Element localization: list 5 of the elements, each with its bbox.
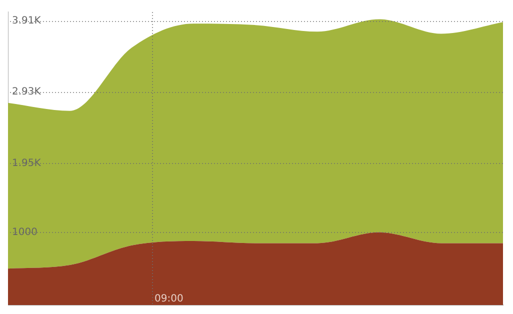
y-tick-label: 3.91K — [12, 15, 42, 26]
y-tick-label: 2.93K — [12, 86, 42, 98]
annotation: 09:00 — [154, 294, 184, 305]
y-tick-label: 1.95K — [12, 158, 42, 169]
y-tick-label: 1000 — [12, 226, 38, 238]
